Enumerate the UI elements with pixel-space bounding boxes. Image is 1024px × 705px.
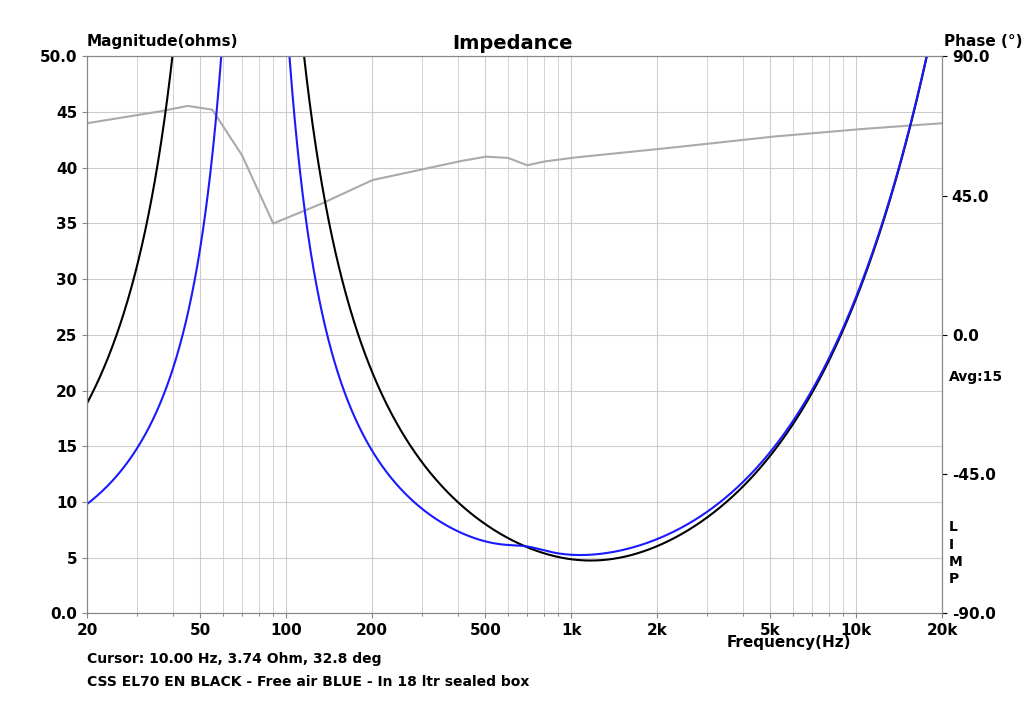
Text: CSS EL70 EN BLACK - Free air BLUE - In 18 ltr sealed box: CSS EL70 EN BLACK - Free air BLUE - In 1… — [87, 675, 529, 689]
Text: L
I
M
P: L I M P — [949, 520, 963, 587]
Text: Cursor: 10.00 Hz, 3.74 Ohm, 32.8 deg: Cursor: 10.00 Hz, 3.74 Ohm, 32.8 deg — [87, 652, 382, 666]
Text: Avg:15: Avg:15 — [949, 370, 1004, 384]
Text: Impedance: Impedance — [452, 34, 572, 53]
Text: Phase (°): Phase (°) — [944, 34, 1023, 49]
Text: Magnitude(ohms): Magnitude(ohms) — [87, 34, 239, 49]
Text: Frequency(Hz): Frequency(Hz) — [726, 634, 851, 649]
